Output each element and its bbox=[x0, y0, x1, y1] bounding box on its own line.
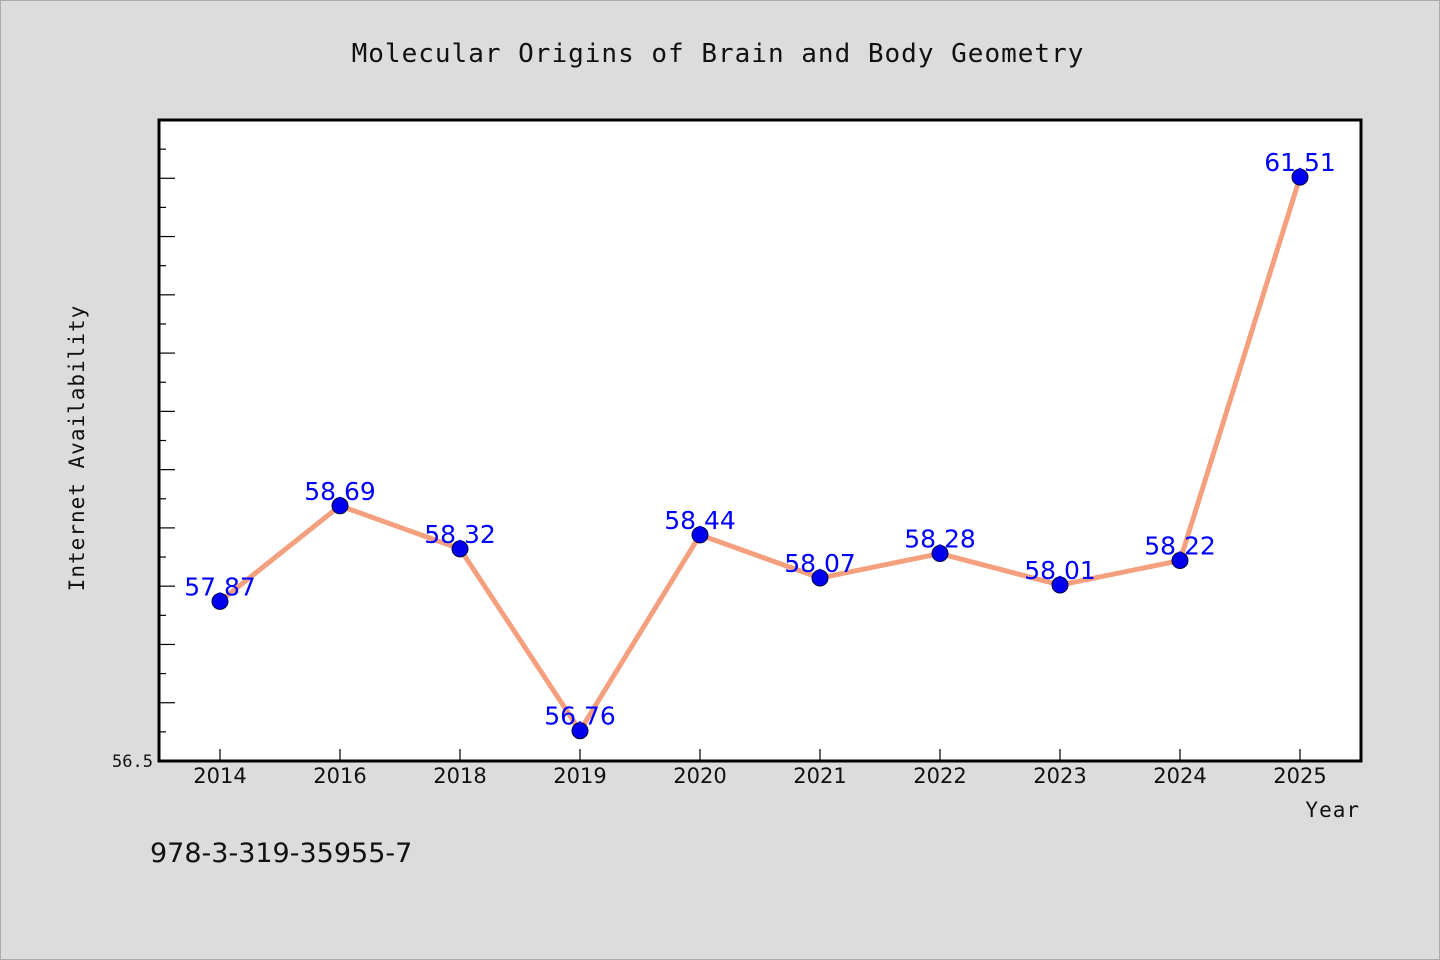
series-line bbox=[217, 174, 1303, 734]
data-label: 58.32 bbox=[424, 520, 496, 549]
data-label: 57.87 bbox=[184, 572, 256, 601]
x-tick-label: 2024 bbox=[1153, 764, 1206, 788]
x-tick-label: 2018 bbox=[433, 764, 486, 788]
x-tick-label: 2022 bbox=[913, 764, 966, 788]
data-point-marker bbox=[811, 569, 829, 587]
data-point-marker bbox=[691, 526, 709, 544]
x-tick-label: 2021 bbox=[793, 764, 846, 788]
data-labels: 57.87 58.69 58.32 56.76 58.44 58.07 58.28 58.01… bbox=[184, 148, 1336, 731]
data-label: 58.07 bbox=[784, 549, 856, 578]
x-tick-label: 2019 bbox=[553, 764, 606, 788]
data-label: 61.51 bbox=[1264, 148, 1336, 177]
x-tick-label: 2016 bbox=[313, 764, 366, 788]
data-label: 56.76 bbox=[544, 702, 616, 731]
data-label: 58.44 bbox=[664, 506, 736, 535]
data-point-marker bbox=[571, 722, 589, 740]
x-tick-labels: 2014 2016 2018 2019 2020 2021 2022 2023 2024 2025 bbox=[193, 764, 1326, 788]
data-label: 58.01 bbox=[1024, 556, 1096, 585]
data-label: 58.69 bbox=[304, 477, 376, 506]
x-axis-ticks bbox=[219, 749, 1301, 761]
data-point-marker bbox=[451, 540, 469, 558]
data-point-marker bbox=[331, 497, 349, 515]
data-point-marker bbox=[1171, 552, 1189, 570]
x-axis-label: Year bbox=[1305, 798, 1360, 822]
data-point-marker bbox=[211, 592, 229, 610]
data-point-marker bbox=[1051, 576, 1069, 594]
x-tick-label: 2020 bbox=[673, 764, 726, 788]
chart-title: Molecular Origins of Brain and Body Geom… bbox=[352, 39, 1085, 69]
data-point-marker bbox=[931, 545, 949, 563]
x-tick-label: 2023 bbox=[1033, 764, 1086, 788]
data-label: 58.28 bbox=[904, 525, 976, 554]
isbn-footer: 978-3-319-35955-7 bbox=[150, 838, 412, 869]
x-tick-label: 2014 bbox=[193, 764, 246, 788]
y-tick-label: 56.5 bbox=[112, 752, 153, 772]
data-point-marker bbox=[1291, 168, 1309, 186]
x-tick-label: 2025 bbox=[1273, 764, 1326, 788]
y-axis-label: Internet Availability bbox=[65, 305, 89, 592]
y-axis-ticks bbox=[159, 119, 175, 762]
series-layer bbox=[211, 168, 1309, 740]
data-label: 58.22 bbox=[1144, 532, 1216, 561]
plot-area bbox=[157, 118, 1363, 763]
